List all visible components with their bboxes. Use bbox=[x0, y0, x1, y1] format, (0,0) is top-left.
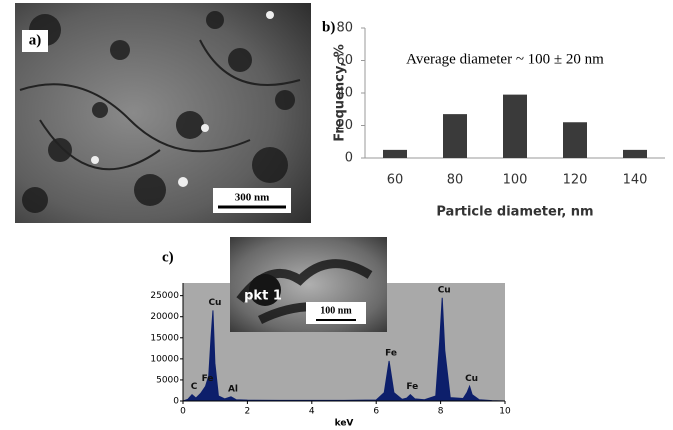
x-tick-label: 80 bbox=[447, 173, 464, 188]
x-tick-label: 2 bbox=[245, 407, 251, 417]
peak-label: Fe bbox=[385, 348, 397, 358]
scale-bar-label: 300 nm bbox=[235, 192, 270, 204]
bar bbox=[623, 150, 647, 158]
x-tick-label: 120 bbox=[563, 173, 588, 188]
bar bbox=[443, 114, 467, 158]
peak-label: Cu bbox=[208, 298, 221, 308]
panel-label: c) bbox=[162, 249, 174, 265]
panel-label: b) bbox=[322, 19, 335, 35]
bar bbox=[563, 122, 587, 158]
tem-image: a) 300 nm bbox=[15, 3, 311, 223]
peak-label: Cu bbox=[438, 285, 451, 295]
panel-label: a) bbox=[29, 32, 42, 48]
y-tick-label: 5000 bbox=[156, 375, 179, 385]
x-tick-label: 0 bbox=[180, 407, 186, 417]
y-tick-label: 80 bbox=[336, 21, 353, 36]
scale-bar-label: 100 nm bbox=[320, 305, 352, 316]
bar bbox=[503, 95, 527, 158]
peak-label: Fe bbox=[202, 374, 214, 384]
peak-label: Al bbox=[228, 384, 238, 394]
inset-label: pkt 1 bbox=[244, 289, 282, 304]
x-axis-label: Particle diameter, nm bbox=[436, 205, 593, 220]
x-tick-label: 4 bbox=[309, 407, 315, 417]
peak-label: C bbox=[191, 382, 198, 392]
peak-label: Cu bbox=[465, 374, 478, 384]
inset-image: pkt 1 100 nm bbox=[230, 237, 387, 332]
y-axis-label: Frequency, % bbox=[333, 44, 348, 142]
y-tick-label: 15000 bbox=[150, 333, 179, 343]
x-axis-label: keV bbox=[335, 419, 354, 429]
y-tick-label: 10000 bbox=[150, 354, 179, 364]
x-tick-label: 10 bbox=[499, 407, 511, 417]
y-tick-label: 20000 bbox=[150, 312, 179, 322]
annotation: Average diameter ~ 100 ± 20 nm bbox=[406, 51, 604, 67]
x-tick-label: 140 bbox=[623, 173, 648, 188]
x-tick-label: 6 bbox=[373, 407, 379, 417]
figure: a) 300 nm 0204060806080100120140Particle… bbox=[0, 0, 673, 430]
bar bbox=[383, 150, 407, 158]
y-tick-label: 25000 bbox=[150, 291, 179, 301]
y-tick-label: 0 bbox=[173, 397, 179, 407]
y-tick-label: 0 bbox=[345, 151, 353, 166]
x-tick-label: 60 bbox=[387, 173, 404, 188]
peak-label: Fe bbox=[406, 382, 418, 392]
x-tick-label: 100 bbox=[503, 173, 528, 188]
x-tick-label: 8 bbox=[438, 407, 444, 417]
